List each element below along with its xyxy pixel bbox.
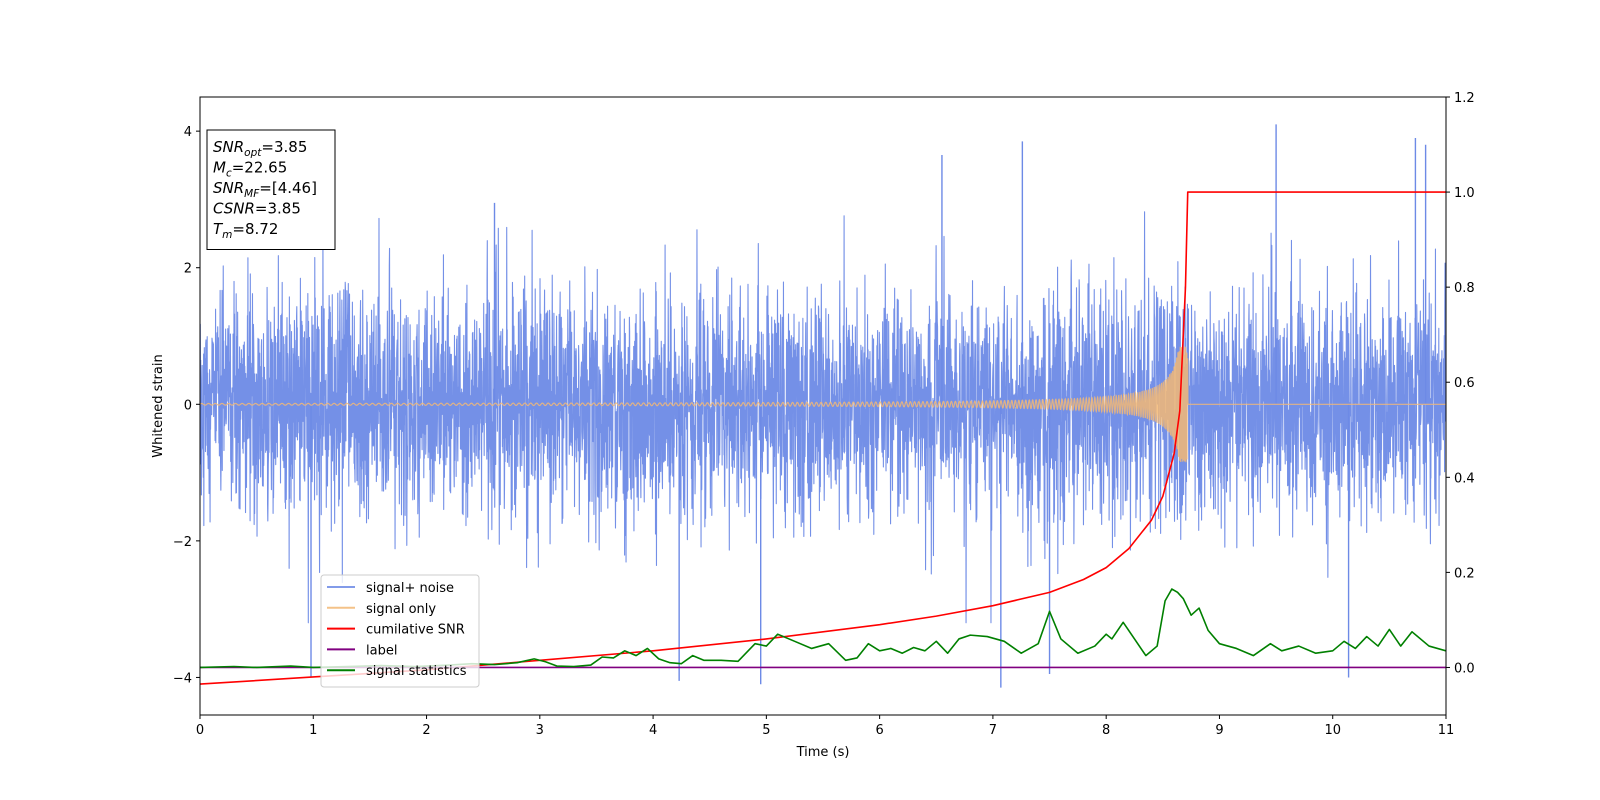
series-signal-only-line xyxy=(200,346,1446,463)
y-right-tick-label: 0.8 xyxy=(1454,281,1475,296)
x-tick-label: 2 xyxy=(422,723,430,738)
x-tick-label: 7 xyxy=(989,723,997,738)
info-line: SNRopt=3.85 xyxy=(213,138,307,159)
info-box xyxy=(206,129,336,250)
x-tick-label: 11 xyxy=(1438,723,1455,738)
x-tick-label: 6 xyxy=(875,723,883,738)
y-tick-label: 4 xyxy=(184,125,192,140)
y-axis-label: Whitened strain xyxy=(151,354,166,457)
legend-label: cumilative SNR xyxy=(366,623,465,638)
plot-frame xyxy=(199,96,1447,716)
y-right-tick-label: 0.0 xyxy=(1454,661,1475,676)
x-tick-label: 10 xyxy=(1324,723,1341,738)
legend-label: signal+ noise xyxy=(366,581,454,596)
y-right-tick-label: 0.2 xyxy=(1454,566,1475,581)
y-tick-label: −4 xyxy=(173,671,192,686)
info-line: CSNR=3.85 xyxy=(213,200,301,218)
legend-label: signal statistics xyxy=(366,664,467,679)
legend-box xyxy=(320,574,480,688)
info-line: SNRMF=[4.46] xyxy=(213,179,317,200)
x-tick-label: 8 xyxy=(1102,723,1110,738)
y-tick-label: 0 xyxy=(184,398,192,413)
y-right-tick-label: 1.0 xyxy=(1454,186,1475,201)
legend-label: label xyxy=(366,643,397,658)
x-tick-label: 4 xyxy=(649,723,657,738)
info-line: Mc=22.65 xyxy=(213,159,287,180)
legend-label: signal only xyxy=(366,602,436,617)
y-right-tick-label: 0.4 xyxy=(1454,471,1475,486)
info-line: Tm=8.72 xyxy=(213,220,278,241)
series-cumilative-snr-line xyxy=(200,191,1446,685)
y-right-tick-label: 0.6 xyxy=(1454,376,1475,391)
x-axis-label: Time (s) xyxy=(796,745,850,760)
y-tick-label: −2 xyxy=(173,535,192,550)
y-right-tick-label: 1.2 xyxy=(1454,91,1475,106)
x-tick-label: 5 xyxy=(762,723,770,738)
series-signal-noise-line xyxy=(200,211,1446,624)
x-tick-label: 9 xyxy=(1215,723,1223,738)
x-tick-label: 1 xyxy=(309,723,317,738)
y-tick-label: 2 xyxy=(184,262,192,277)
x-tick-label: 0 xyxy=(196,723,204,738)
x-tick-label: 3 xyxy=(536,723,544,738)
series-signal-statistics-line xyxy=(200,588,1446,669)
